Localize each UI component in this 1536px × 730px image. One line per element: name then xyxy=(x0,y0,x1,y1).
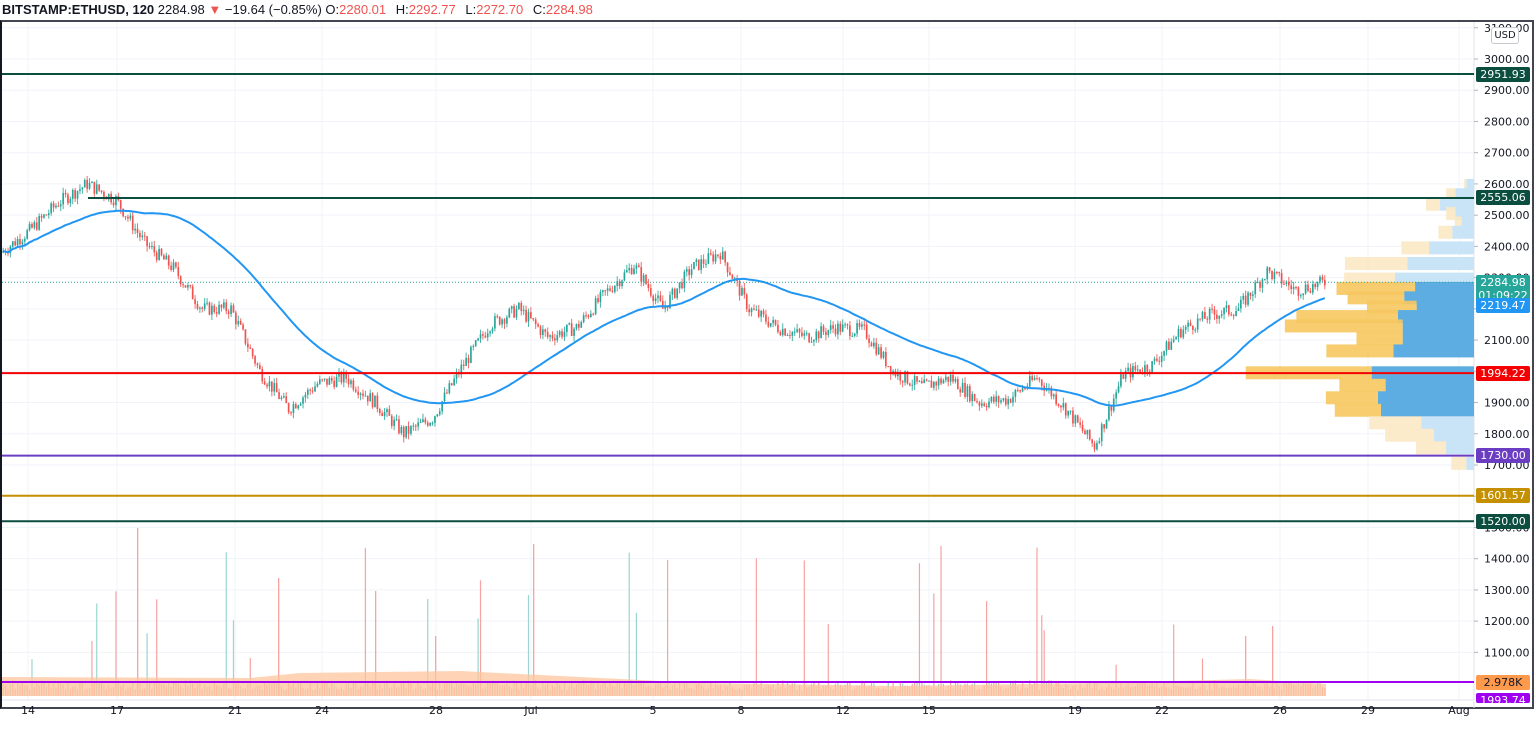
price-tag-support-1520[interactable]: 1520.00 xyxy=(1476,513,1530,529)
svg-text:1800.00: 1800.00 xyxy=(1484,428,1530,441)
svg-text:1200.00: 1200.00 xyxy=(1484,615,1530,628)
volume-profile xyxy=(1245,178,1474,470)
svg-text:8: 8 xyxy=(738,704,745,717)
svg-text:1400.00: 1400.00 xyxy=(1484,553,1530,566)
price-tag-label: 1520.00 xyxy=(1480,514,1526,528)
price-tag-label: 1730.00 xyxy=(1480,449,1526,463)
price-tag-support-1994[interactable]: 1994.22 xyxy=(1476,365,1530,381)
price-tag-volume-line-value[interactable]: 1993.74 xyxy=(1476,693,1530,703)
price-tag-ma-value[interactable]: 2219.47 xyxy=(1476,298,1530,314)
price-tag-support-1730[interactable]: 1730.00 xyxy=(1476,448,1530,464)
svg-text:19: 19 xyxy=(1068,704,1082,717)
price-axis[interactable]: 3100.003000.002900.002800.002700.002600.… xyxy=(1474,22,1530,660)
svg-text:12: 12 xyxy=(836,704,850,717)
price-tag-label: 2.978K xyxy=(1483,675,1523,689)
volume-bars xyxy=(2,528,1326,696)
svg-text:15: 15 xyxy=(922,704,936,717)
svg-text:5: 5 xyxy=(650,704,657,717)
svg-text:28: 28 xyxy=(429,704,443,717)
price-tag-label: 2284.98 xyxy=(1480,275,1526,289)
candlesticks xyxy=(2,175,1326,453)
triangle-down-icon: ▼ xyxy=(208,2,222,17)
price-tag-label: 1993.74 xyxy=(1480,694,1526,703)
open-value: 2280.01 xyxy=(339,2,387,17)
svg-text:1300.00: 1300.00 xyxy=(1484,584,1530,597)
svg-text:2100.00: 2100.00 xyxy=(1484,334,1530,347)
chart-frame[interactable] xyxy=(0,20,1534,709)
low-label: L: xyxy=(465,2,477,17)
svg-text:3000.00: 3000.00 xyxy=(1484,53,1530,66)
svg-text:2400.00: 2400.00 xyxy=(1484,240,1530,253)
moving-average-line xyxy=(2,209,1326,407)
svg-text:2900.00: 2900.00 xyxy=(1484,84,1530,97)
svg-text:2800.00: 2800.00 xyxy=(1484,115,1530,128)
svg-text:22: 22 xyxy=(1155,704,1169,717)
price-tag-label: 2555.06 xyxy=(1480,191,1526,205)
svg-text:1100.00: 1100.00 xyxy=(1484,646,1530,659)
grid xyxy=(2,22,1474,700)
svg-text:21: 21 xyxy=(228,704,242,717)
price-tag-label: 2219.47 xyxy=(1480,299,1526,313)
svg-text:Aug: Aug xyxy=(1448,704,1469,717)
svg-text:2500.00: 2500.00 xyxy=(1484,209,1530,222)
svg-text:2600.00: 2600.00 xyxy=(1484,178,1530,191)
symbol-title[interactable]: BITSTAMP:ETHUSD, 120 xyxy=(2,2,155,17)
price-tag-label: 2951.93 xyxy=(1480,67,1526,81)
svg-text:1900.00: 1900.00 xyxy=(1484,397,1530,410)
price-tag-support-1601[interactable]: 1601.57 xyxy=(1476,488,1530,504)
svg-text:29: 29 xyxy=(1361,704,1375,717)
high-value: 2292.77 xyxy=(408,2,456,17)
high-label: H: xyxy=(395,2,409,17)
low-value: 2272.70 xyxy=(476,2,524,17)
price-tag-resistance-2951[interactable]: 2951.93 xyxy=(1476,66,1530,82)
currency-badge[interactable]: USD xyxy=(1491,27,1519,44)
price-tag-resistance-2555[interactable]: 2555.06 xyxy=(1476,190,1530,206)
close-label: C: xyxy=(532,2,546,17)
volume-ma-area xyxy=(2,671,1326,696)
svg-text:14: 14 xyxy=(21,704,35,717)
time-axis[interactable]: 14 17 21 24 28 Jul 5 8 12 15 19 22 26 29 Aug xyxy=(21,704,1470,717)
last-price: 2284.98 xyxy=(157,2,205,17)
svg-text:26: 26 xyxy=(1273,704,1287,717)
svg-text:Jul: Jul xyxy=(523,704,537,717)
svg-text:24: 24 xyxy=(315,704,329,717)
close-value: 2284.98 xyxy=(545,2,593,17)
price-tag-volume-value[interactable]: 2.978K xyxy=(1476,674,1530,690)
open-label: O: xyxy=(325,2,340,17)
price-tag-label: 1994.22 xyxy=(1480,366,1526,380)
price-change: −19.64 (−0.85%) xyxy=(224,2,322,17)
svg-text:2700.00: 2700.00 xyxy=(1484,147,1530,160)
legend-header: BITSTAMP:ETHUSD, 120 2284.98 ▼ −19.64 (−… xyxy=(0,0,1536,20)
svg-text:17: 17 xyxy=(110,704,124,717)
price-tag-label: 1601.57 xyxy=(1480,489,1526,503)
